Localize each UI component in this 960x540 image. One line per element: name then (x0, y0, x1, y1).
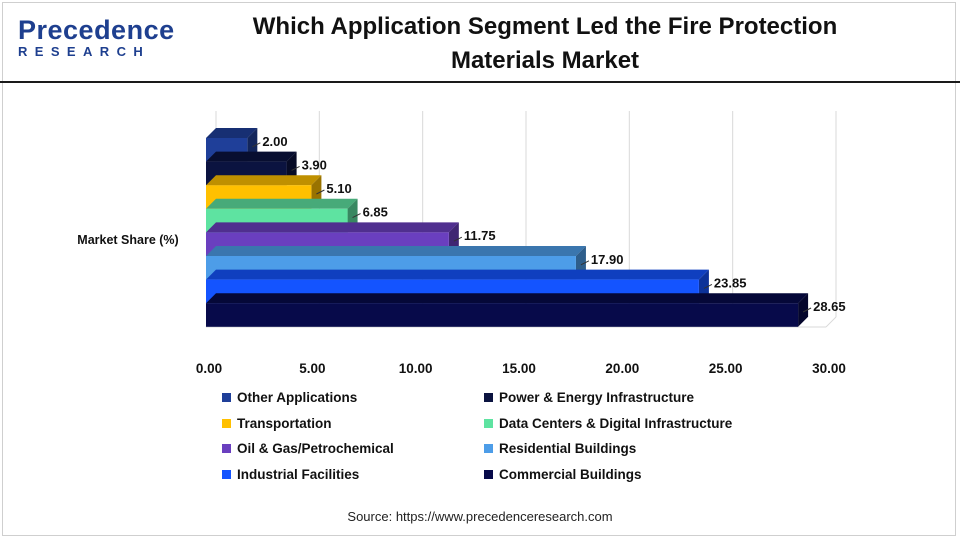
legend-swatch (222, 393, 231, 402)
logo-wordmark: Precedence (18, 15, 175, 45)
x-tick-label: 20.00 (605, 361, 639, 376)
bar-top-face (206, 128, 258, 138)
legend-swatch (484, 418, 493, 428)
legend-item: Power & Energy Infrastructure (484, 390, 694, 405)
legend-swatch (222, 469, 231, 479)
legend-swatch (484, 393, 493, 402)
category-label: Market Share (%) (77, 233, 178, 247)
legend-label: Power & Energy Infrastructure (499, 390, 695, 405)
legend-label: Commercial Buildings (499, 466, 642, 482)
bar-top-face (206, 246, 586, 256)
legend-swatch (222, 444, 231, 453)
data-label-leader (316, 189, 325, 195)
x-tick-label: 15.00 (502, 361, 536, 376)
data-label-leader (291, 165, 300, 171)
chart-title: Which Application Segment Led the Fire P… (200, 10, 890, 78)
legend-label: Industrial Facilities (237, 466, 360, 482)
x-tick-label: 0.00 (196, 361, 222, 376)
brand-logo: Precedence RESEARCH (18, 16, 175, 59)
bar-top-face (206, 198, 358, 209)
chart-title-line-2: Materials Market (450, 47, 640, 74)
bar-side-face (798, 293, 809, 327)
chart-title-line-1: Which Application Segment Led the Fire P… (252, 13, 838, 40)
bar-top-face (206, 222, 459, 233)
legend-item: Commercial Buildings (484, 467, 642, 482)
legend-item: Residential Buildings (484, 441, 636, 456)
legend-label: Transportation (237, 415, 332, 431)
source-note: Source: https://www.precedenceresearch.c… (347, 509, 613, 524)
legend-swatch (484, 469, 493, 479)
x-tick-label: 10.00 (399, 361, 433, 376)
data-label: 17.90 (591, 252, 624, 267)
legend-item: Other Applications (222, 390, 357, 405)
legend-item: Data Centers & Digital Infrastructure (484, 416, 732, 431)
legend-label: Data Centers & Digital Infrastructure (499, 415, 733, 431)
data-label: 2.00 (262, 134, 287, 149)
data-label: 3.90 (302, 157, 327, 172)
bar-top-face (206, 269, 709, 280)
data-label: 28.65 (813, 299, 846, 314)
data-label-leader (703, 283, 713, 289)
legend-label: Residential Buildings (499, 441, 637, 456)
logo-subtitle: RESEARCH (18, 44, 151, 59)
data-label: 5.10 (326, 181, 351, 196)
bar-chart: 2.00 3.90 5.10 6.85 11.75 17.90 23.85 28.65 Mark… (77, 111, 846, 376)
data-label-leader (352, 213, 361, 219)
x-tick-label: 30.00 (812, 361, 846, 376)
legend-item: Oil & Gas/Petrochemical (222, 441, 394, 456)
bar (206, 303, 799, 327)
data-label: 6.85 (363, 205, 388, 220)
data-label-leader (580, 260, 590, 266)
bar-top-face (206, 293, 809, 304)
gridline-floor (825, 316, 837, 328)
legend-label: Oil & Gas/Petrochemical (237, 441, 394, 456)
data-label: 23.85 (714, 275, 747, 290)
legend-item: Industrial Facilities (222, 467, 359, 482)
x-tick-label: 5.00 (299, 361, 325, 376)
data-label: 11.75 (464, 228, 496, 243)
legend-swatch (222, 418, 231, 428)
x-tick-label: 25.00 (709, 361, 743, 376)
legend-label: Other Applications (237, 390, 358, 405)
data-label-leader (802, 307, 812, 313)
data-label-leader (252, 142, 261, 148)
data-label-leader (453, 236, 463, 242)
title-divider (0, 81, 960, 83)
legend-swatch (484, 444, 493, 453)
legend-item: Transportation (222, 416, 332, 431)
bar-top-face (206, 151, 297, 162)
bar-top-face (206, 175, 322, 186)
